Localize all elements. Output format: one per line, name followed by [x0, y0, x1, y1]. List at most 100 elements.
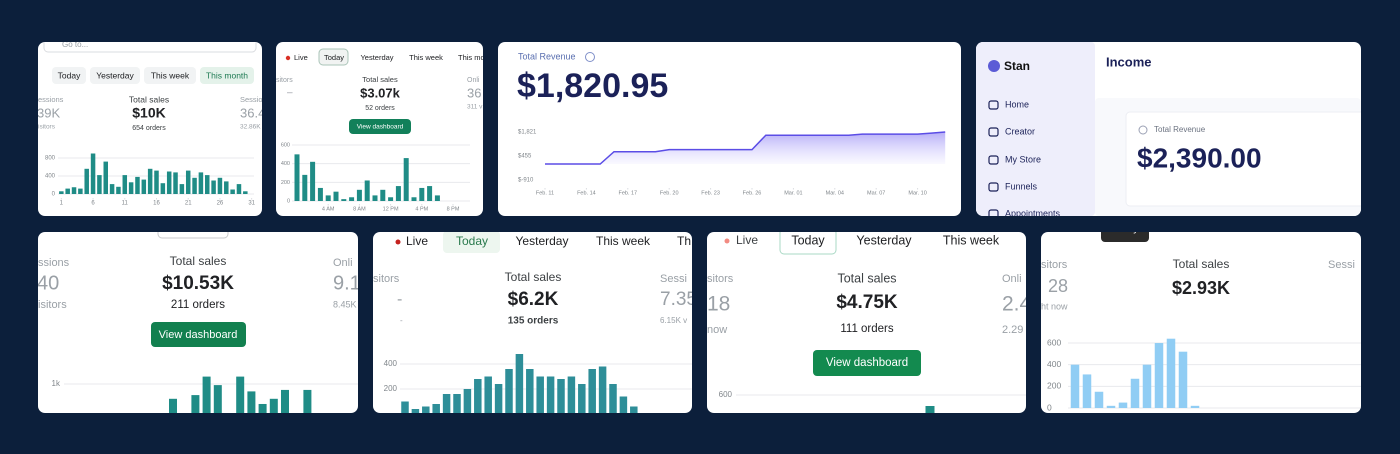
nav-icon [988, 100, 999, 110]
panel: 1k ssions 40 isitors Total sales $10.53K 211 o… [38, 232, 361, 413]
right-sub: 311 v [467, 104, 483, 111]
bar [1094, 391, 1104, 408]
right-value: 9.1 [333, 272, 361, 294]
bar [294, 154, 300, 201]
y-tick-label: $1,821 [518, 130, 537, 136]
bar [1082, 374, 1092, 408]
tab-week[interactable]: This week [1239, 224, 1285, 235]
ui-box [349, 119, 411, 134]
bar [609, 384, 617, 413]
tab-today[interactable]: Today [456, 234, 488, 248]
button[interactable]: View dashboard [826, 357, 908, 369]
right-value: 36.4 [240, 105, 265, 120]
tab-week[interactable]: This week [151, 70, 190, 80]
bar [160, 183, 166, 194]
bar [135, 176, 140, 194]
center-sub: 52 orders [365, 105, 395, 112]
tab-today[interactable]: Today [58, 70, 81, 80]
tab-week[interactable]: This week [943, 233, 1000, 247]
nav-item[interactable]: Creator [1005, 126, 1035, 136]
bar [403, 158, 409, 201]
line [545, 131, 946, 165]
bar [116, 186, 121, 194]
bar [427, 186, 433, 201]
right-value: 2.4 [1002, 293, 1032, 316]
tab-more[interactable]: This mo [458, 53, 485, 62]
ui-box [318, 48, 349, 66]
x-tick-label: Mar. 01 [784, 190, 802, 196]
bar [515, 354, 524, 413]
ui-box [43, 42, 257, 53]
left-value: 39K [37, 105, 60, 120]
bar [453, 394, 461, 413]
y-tick-label: 800 [45, 156, 56, 162]
bar [536, 376, 544, 413]
bar [205, 175, 210, 194]
ui-box [90, 67, 140, 84]
live: Live [406, 234, 428, 248]
bar [505, 369, 513, 413]
bar [364, 180, 370, 201]
ui-box [1125, 111, 1361, 207]
center-label: Total sales [837, 271, 896, 285]
tab-yesterday[interactable]: Yesterday [856, 233, 912, 247]
tab-more[interactable]: Th [677, 234, 691, 248]
card-title: Total Revenue [1154, 125, 1206, 134]
left-sub: isitors [38, 124, 56, 131]
tab-today[interactable]: Today [1112, 224, 1139, 235]
bar [432, 404, 440, 413]
tab-yesterday[interactable]: Yesterday [360, 53, 393, 62]
bar [1166, 338, 1176, 408]
tab-yesterday[interactable]: Yesterday [96, 70, 134, 80]
nav-item[interactable]: Home [1005, 99, 1029, 109]
tab-today[interactable]: Today [791, 233, 825, 247]
button[interactable]: View dashboard [159, 329, 238, 341]
x-tick-label: 12 PM [383, 206, 399, 212]
bar [141, 179, 147, 194]
tab-today[interactable]: Today [324, 53, 344, 62]
tab-week[interactable]: This week [596, 234, 651, 248]
center-value: $2.93K [1172, 278, 1230, 298]
bar [349, 197, 355, 201]
bar [109, 184, 115, 194]
nav-item[interactable]: Appointments [1005, 208, 1061, 218]
right-sub: 8.45K [333, 299, 357, 309]
right-value: 7.35 [660, 289, 697, 310]
panel-background [707, 232, 1026, 413]
bar [1142, 364, 1152, 408]
bar [202, 376, 211, 413]
bar [388, 197, 394, 201]
search: Go to... [62, 40, 88, 49]
tab-yesterday[interactable]: Yesterday [516, 234, 569, 248]
nav-icon [988, 127, 999, 137]
tab-more[interactable]: This m [1313, 224, 1343, 235]
brand: Stan [1004, 59, 1030, 73]
icon [395, 239, 401, 245]
center-value: $10K [132, 105, 165, 121]
right-label: Session [240, 95, 267, 104]
bar [341, 199, 347, 201]
bar [1070, 364, 1080, 408]
left-value: 18 [707, 293, 730, 316]
right-label: Onli [1002, 273, 1022, 285]
panel: Stan Home Creator My Store Funnels Appointmen… [976, 42, 1361, 218]
button[interactable]: View dashboard [357, 124, 404, 131]
y-tick-label: 200 [281, 180, 290, 186]
right-sub: 2.29 [1002, 324, 1023, 336]
tab-month[interactable]: This month [206, 70, 248, 80]
nav-item[interactable]: Funnels [1005, 181, 1038, 191]
right-sub: 32.86K [240, 124, 261, 131]
bar [128, 182, 134, 194]
bar [380, 189, 386, 201]
left-value: – [287, 88, 293, 99]
title: Total Revenue [518, 51, 576, 61]
x-tick-label: 4 PM [415, 206, 428, 212]
tab-week[interactable]: This week [409, 53, 443, 62]
bar [310, 161, 316, 201]
nav-item[interactable]: My Store [1005, 154, 1041, 164]
nav-icon [988, 155, 999, 165]
x-tick-label: 31 [248, 201, 255, 207]
panel: 600 Live Today Yesterday This week sitors 18 no… [707, 232, 1032, 413]
bar [1178, 351, 1188, 408]
